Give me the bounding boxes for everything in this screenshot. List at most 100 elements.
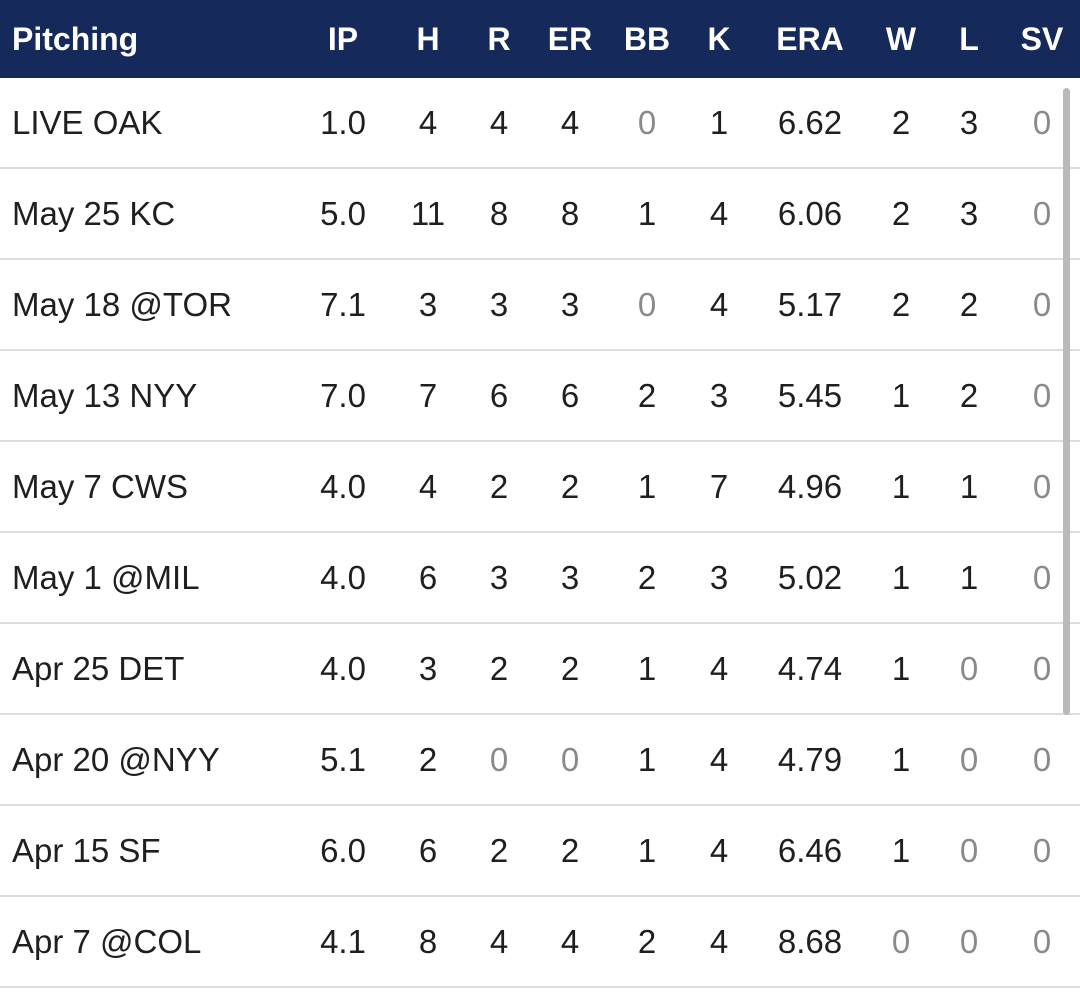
cell-k: 4 (709, 832, 729, 869)
cell-ip: 7.0 (320, 377, 366, 414)
cell-l: 3 (959, 195, 979, 232)
cell-w: 1 (891, 468, 911, 505)
cell-er: 2 (560, 468, 580, 505)
cell-k: 3 (709, 377, 729, 414)
cell-l: 0 (959, 832, 979, 869)
cell-r: 2 (489, 468, 509, 505)
cell-h: 6 (418, 832, 438, 869)
column-header-er[interactable]: ER (547, 21, 593, 57)
cell-era: 4.79 (777, 741, 843, 778)
cell-er: 8 (560, 195, 580, 232)
cell-bb: 1 (637, 468, 657, 505)
cell-k: 4 (709, 923, 729, 960)
cell-k: 4 (709, 650, 729, 687)
game-label: Apr 15 SF (12, 832, 161, 869)
table-row[interactable]: May 1 @MIL 4.0 6 3 3 2 3 5.02 1 1 0 (0, 533, 1080, 624)
cell-era: 4.96 (777, 468, 843, 505)
table-row[interactable]: Apr 15 SF 6.0 6 2 2 1 4 6.46 1 0 0 (0, 806, 1080, 897)
cell-w: 2 (891, 195, 911, 232)
cell-l: 3 (959, 104, 979, 141)
cell-l: 1 (959, 559, 979, 596)
cell-h: 6 (418, 559, 438, 596)
cell-w: 1 (891, 377, 911, 414)
cell-r: 3 (489, 286, 509, 323)
cell-l: 0 (959, 923, 979, 960)
cell-r: 8 (489, 195, 509, 232)
column-header-bb[interactable]: BB (623, 21, 671, 57)
game-log-list: LIVE OAK 1.0 4 4 4 0 1 6.62 2 3 0 May 25… (0, 78, 1080, 988)
table-row[interactable]: Apr 7 @COL 4.1 8 4 4 2 4 8.68 0 0 0 (0, 897, 1080, 988)
cell-er: 4 (560, 923, 580, 960)
column-header-sv[interactable]: SV (1020, 21, 1064, 57)
cell-bb: 1 (637, 832, 657, 869)
cell-h: 8 (418, 923, 438, 960)
column-header-w[interactable]: W (885, 21, 917, 57)
cell-bb: 1 (637, 650, 657, 687)
cell-era: 6.62 (777, 104, 843, 141)
cell-l: 0 (959, 650, 979, 687)
cell-bb: 0 (637, 286, 657, 323)
table-row[interactable]: May 25 KC 5.0 11 8 8 1 4 6.06 2 3 0 (0, 169, 1080, 260)
cell-k: 1 (709, 104, 729, 141)
cell-sv: 0 (1032, 104, 1052, 141)
cell-er: 2 (560, 650, 580, 687)
cell-ip: 5.0 (320, 195, 366, 232)
cell-er: 3 (560, 286, 580, 323)
cell-h: 4 (418, 104, 438, 141)
table-row[interactable]: May 18 @TOR 7.1 3 3 3 0 4 5.17 2 2 0 (0, 260, 1080, 351)
cell-ip: 4.1 (320, 923, 366, 960)
cell-er: 0 (560, 741, 580, 778)
table-row[interactable]: Apr 20 @NYY 5.1 2 0 0 1 4 4.79 1 0 0 (0, 715, 1080, 806)
cell-h: 3 (418, 650, 438, 687)
game-label: Apr 7 @COL (12, 923, 202, 960)
cell-ip: 4.0 (320, 650, 366, 687)
vertical-scrollbar[interactable] (1063, 88, 1070, 715)
cell-er: 6 (560, 377, 580, 414)
cell-sv: 0 (1032, 195, 1052, 232)
table-row[interactable]: Apr 25 DET 4.0 3 2 2 1 4 4.74 1 0 0 (0, 624, 1080, 715)
cell-k: 4 (709, 195, 729, 232)
cell-sv: 0 (1032, 286, 1052, 323)
cell-sv: 0 (1032, 741, 1052, 778)
cell-h: 11 (410, 195, 446, 232)
table-row[interactable]: LIVE OAK 1.0 4 4 4 0 1 6.62 2 3 0 (0, 78, 1080, 169)
column-header-k[interactable]: K (707, 21, 731, 57)
game-label: Apr 20 @NYY (12, 741, 220, 778)
cell-h: 7 (418, 377, 438, 414)
cell-er: 3 (560, 559, 580, 596)
game-label: May 13 NYY (12, 377, 198, 414)
cell-sv: 0 (1032, 650, 1052, 687)
cell-r: 2 (489, 650, 509, 687)
cell-k: 3 (709, 559, 729, 596)
table-row[interactable]: May 13 NYY 7.0 7 6 6 2 3 5.45 1 2 0 (0, 351, 1080, 442)
cell-k: 4 (709, 741, 729, 778)
column-header-era[interactable]: ERA (776, 21, 844, 57)
cell-l: 0 (959, 741, 979, 778)
game-label: May 18 @TOR (12, 286, 232, 323)
cell-bb: 1 (637, 195, 657, 232)
cell-er: 4 (560, 104, 580, 141)
cell-r: 3 (489, 559, 509, 596)
column-header-r[interactable]: R (487, 21, 511, 57)
table-header: Pitching IP H R ER BB K ERA W L SV (0, 0, 1080, 78)
table-row[interactable]: May 7 CWS 4.0 4 2 2 1 7 4.96 1 1 0 (0, 442, 1080, 533)
cell-r: 4 (489, 923, 509, 960)
cell-ip: 6.0 (320, 832, 366, 869)
cell-era: 5.02 (777, 559, 843, 596)
column-header-l[interactable]: L (959, 21, 979, 57)
cell-ip: 5.1 (320, 741, 366, 778)
cell-sv: 0 (1032, 923, 1052, 960)
game-label: Apr 25 DET (12, 650, 185, 687)
cell-er: 2 (560, 832, 580, 869)
cell-era: 6.06 (777, 195, 843, 232)
cell-l: 2 (959, 286, 979, 323)
cell-ip: 4.0 (320, 468, 366, 505)
column-header-ip[interactable]: IP (327, 21, 359, 57)
cell-bb: 2 (637, 923, 657, 960)
cell-w: 1 (891, 741, 911, 778)
cell-r: 0 (489, 741, 509, 778)
cell-h: 4 (418, 468, 438, 505)
column-header-h[interactable]: H (416, 21, 440, 57)
cell-sv: 0 (1032, 832, 1052, 869)
cell-w: 2 (891, 104, 911, 141)
